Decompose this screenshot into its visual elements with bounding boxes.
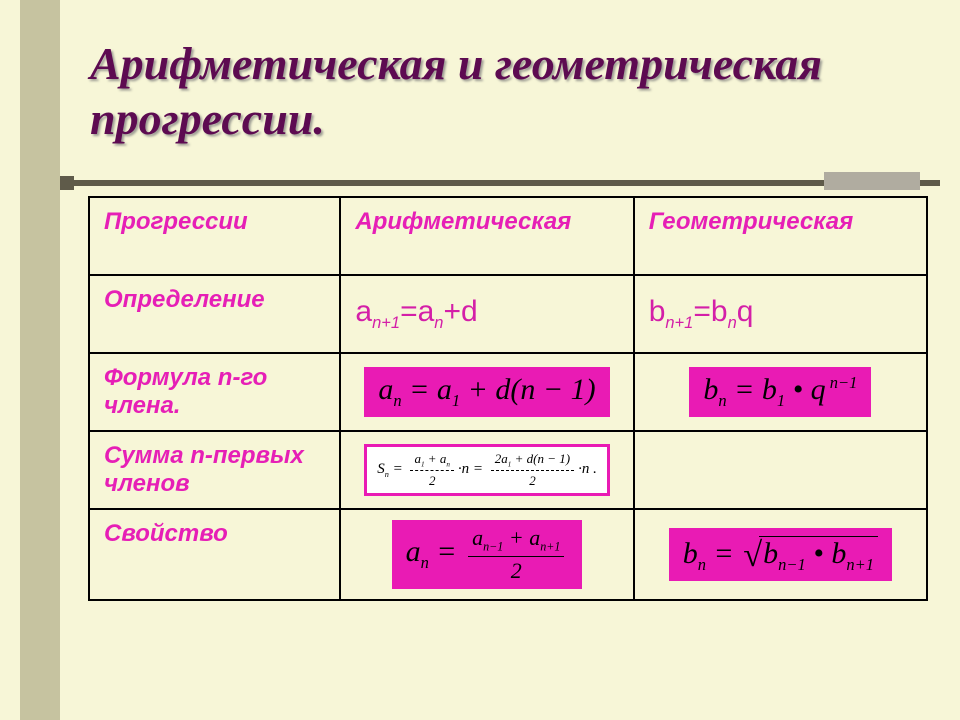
formula-box: an = an−1 + an+12 xyxy=(392,520,583,589)
formula-box: an = a1 + d(n − 1) xyxy=(364,367,609,416)
table-header-2: Геометрическая xyxy=(634,197,927,275)
accent-right xyxy=(824,172,920,190)
cell-arith-1: an = a1 + d(n − 1) xyxy=(340,353,633,431)
cell-geom-0: bn+1=bnq xyxy=(634,275,927,353)
left-stripe xyxy=(20,0,60,720)
formula-plain: an+1=an+d xyxy=(355,295,477,328)
row-label-3: Свойство xyxy=(89,509,340,600)
accent-square xyxy=(60,176,74,190)
cell-geom-1: bn = b1 • q n−1 xyxy=(634,353,927,431)
cell-arith-2: Sn = a1 + an2·n = 2a1 + d(n − 1)2·n . xyxy=(340,431,633,509)
slide-title: Арифметическая и геометрическая прогресс… xyxy=(90,36,910,146)
sum-formula-box: Sn = a1 + an2·n = 2a1 + d(n − 1)2·n . xyxy=(364,444,610,497)
row-label-1: Формула n-го члена. xyxy=(89,353,340,431)
table-header-0: Прогрессии xyxy=(89,197,340,275)
table-header-1: Арифметическая xyxy=(340,197,633,275)
cell-geom-3: bn = bn−1 • bn+1 xyxy=(634,509,927,600)
row-label-2: Сумма n-первых членов xyxy=(89,431,340,509)
cell-arith-3: an = an−1 + an+12 xyxy=(340,509,633,600)
slide: Арифметическая и геометрическая прогресс… xyxy=(0,0,960,720)
progressions-table: ПрогрессииАрифметическаяГеометрическая Оп… xyxy=(88,196,928,601)
accent-line xyxy=(60,180,940,186)
formula-box: bn = b1 • q n−1 xyxy=(689,367,871,416)
cell-geom-2 xyxy=(634,431,927,509)
cell-arith-0: an+1=an+d xyxy=(340,275,633,353)
formula-plain: bn+1=bnq xyxy=(649,295,754,328)
row-label-0: Определение xyxy=(89,275,340,353)
formula-box: bn = bn−1 • bn+1 xyxy=(669,528,892,580)
